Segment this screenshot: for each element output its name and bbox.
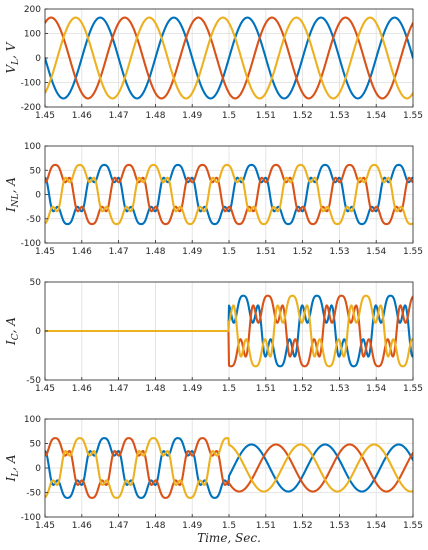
x-tick-label: 1.5 xyxy=(222,521,236,531)
panel-3: -50 0 50 1.45 1.46 1.47 1.48 1.49 1.5 1.51 1.52 1.5… xyxy=(4,278,423,394)
x-tick-label: 1.47 xyxy=(109,521,129,531)
y-tick-label: 50 xyxy=(30,166,42,176)
x-tick-label: 1.53 xyxy=(329,521,349,531)
x-tick-label: 1.45 xyxy=(35,521,55,531)
y-tick-label: 200 xyxy=(24,5,41,15)
series-line-3 xyxy=(45,16,413,100)
y-tick-label: 100 xyxy=(24,30,41,40)
y-tick-label: 100 xyxy=(24,415,41,425)
series-line-1 xyxy=(45,16,413,100)
y-axis-label: IL, A xyxy=(4,454,21,482)
x-tick-label: 1.47 xyxy=(109,384,129,394)
y-tick-label: -50 xyxy=(26,215,41,225)
x-tick-label: 1.48 xyxy=(145,111,165,121)
y-tick-label: 0 xyxy=(35,191,41,201)
x-tick-label: 1.52 xyxy=(293,384,313,394)
panel-2: -100 -50 0 50 100 1.45 1.46 1.47 1.48 1.49 1.5 1.51… xyxy=(4,142,423,257)
y-axis-label: VL, V xyxy=(4,41,21,73)
y-tick-label: -200 xyxy=(21,103,42,113)
y-tick-label: 0 xyxy=(35,54,41,64)
x-tick-label: 1.45 xyxy=(35,111,55,121)
x-tick-label: 1.54 xyxy=(366,521,386,531)
y-tick-label: -100 xyxy=(21,513,42,523)
x-tick-label: 1.54 xyxy=(366,384,386,394)
x-tick-label: 1.46 xyxy=(72,521,92,531)
x-tick-label: 1.48 xyxy=(145,247,165,257)
series-line-1 xyxy=(45,163,413,226)
x-tick-label: 1.52 xyxy=(293,247,313,257)
x-tick-label: 1.55 xyxy=(403,247,423,257)
x-tick-label: 1.51 xyxy=(256,247,276,257)
x-axis-label: Time, Sec. xyxy=(197,531,261,545)
x-tick-label: 1.46 xyxy=(72,247,92,257)
x-tick-label: 1.53 xyxy=(329,247,349,257)
x-tick-label: 1.55 xyxy=(403,384,423,394)
x-tick-label: 1.45 xyxy=(35,247,55,257)
x-tick-label: 1.5 xyxy=(222,247,236,257)
series-line-2 xyxy=(45,437,413,499)
series-line-3 xyxy=(45,294,413,368)
series-line-2 xyxy=(45,163,413,226)
y-tick-label: 50 xyxy=(30,278,42,288)
x-tick-label: 1.55 xyxy=(403,111,423,121)
x-tick-label: 1.46 xyxy=(72,384,92,394)
x-tick-label: 1.46 xyxy=(72,111,92,121)
y-tick-label: 100 xyxy=(24,142,41,152)
x-tick-label: 1.52 xyxy=(293,111,313,121)
y-tick-label: -50 xyxy=(26,489,41,499)
x-tick-label: 1.5 xyxy=(222,111,236,121)
x-tick-label: 1.5 xyxy=(222,384,236,394)
x-tick-label: 1.51 xyxy=(256,521,276,531)
y-tick-label: 0 xyxy=(35,327,41,337)
x-tick-label: 1.45 xyxy=(35,384,55,394)
x-tick-label: 1.54 xyxy=(366,111,386,121)
x-tick-label: 1.54 xyxy=(366,247,386,257)
y-axis-label: INL, A xyxy=(4,177,21,213)
x-tick-label: 1.53 xyxy=(329,384,349,394)
series-line-3 xyxy=(45,163,413,226)
x-tick-label: 1.55 xyxy=(403,521,423,531)
x-tick-label: 1.49 xyxy=(182,111,202,121)
panel-1: -200 -100 0 100 200 1.45 1.46 1.47 1.48 1.49 1.5 1.… xyxy=(4,5,423,121)
y-tick-label: -100 xyxy=(21,239,42,249)
x-tick-label: 1.51 xyxy=(256,384,276,394)
y-axis-label: IC, A xyxy=(4,317,21,346)
x-tick-label: 1.52 xyxy=(293,521,313,531)
series-line-3 xyxy=(45,437,413,499)
y-tick-label: -50 xyxy=(26,376,41,386)
x-tick-label: 1.47 xyxy=(109,247,129,257)
x-tick-label: 1.51 xyxy=(256,111,276,121)
y-tick-label: 50 xyxy=(30,440,42,450)
x-tick-label: 1.49 xyxy=(182,384,202,394)
series-line-1 xyxy=(45,437,413,499)
x-tick-label: 1.48 xyxy=(145,521,165,531)
x-tick-label: 1.49 xyxy=(182,247,202,257)
x-tick-label: 1.53 xyxy=(329,111,349,121)
x-tick-label: 1.47 xyxy=(109,111,129,121)
y-tick-label: 0 xyxy=(35,464,41,474)
series-line-2 xyxy=(45,16,413,100)
panel-4: -100 -50 0 50 100 1.45 1.46 1.47 1.48 1.49 1.5 1.51… xyxy=(4,415,423,545)
x-tick-label: 1.48 xyxy=(145,384,165,394)
x-tick-label: 1.49 xyxy=(182,521,202,531)
y-tick-label: -100 xyxy=(21,79,42,89)
